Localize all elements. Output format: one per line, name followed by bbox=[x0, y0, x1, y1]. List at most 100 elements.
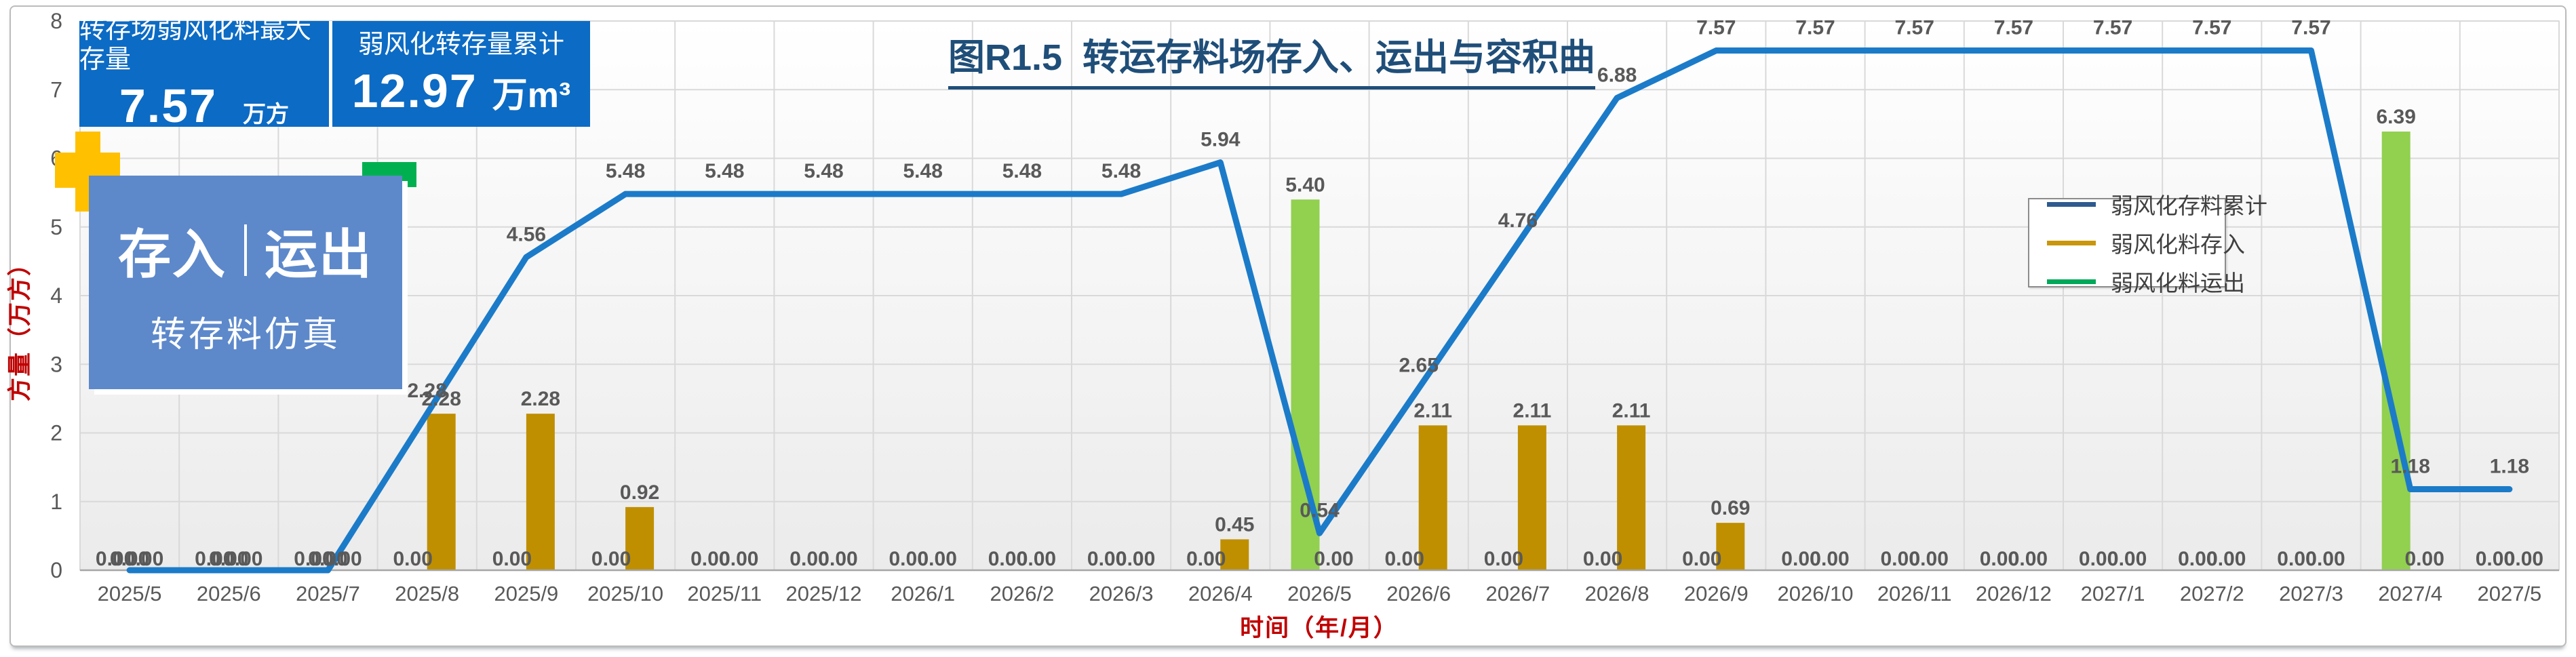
deposit-value-label: 2.28 bbox=[422, 388, 461, 410]
x-tick-label: 2027/4 bbox=[2378, 582, 2442, 605]
cumulative-value-label: 2.65 bbox=[1399, 355, 1439, 377]
cumulative-value-label: 2.28 bbox=[408, 380, 447, 402]
x-tick-label: 2027/1 bbox=[2081, 582, 2145, 605]
shipout-bar bbox=[2381, 132, 2411, 570]
x-tick-label: 2026/1 bbox=[891, 582, 955, 605]
x-tick-label: 2026/6 bbox=[1386, 582, 1451, 605]
y-tick-label: 0 bbox=[50, 558, 62, 582]
x-tick-label: 2025/8 bbox=[395, 582, 459, 605]
chart-title: 图R1.5 转运存料场存入、运出与容积曲 bbox=[933, 27, 1611, 89]
x-tick-label: 2026/11 bbox=[1877, 582, 1952, 605]
shipout-value-label: 0.00 bbox=[393, 548, 433, 570]
shipout-value-label: 0.00 bbox=[2476, 548, 2515, 570]
legend-item-cumulative[interactable]: 弱风化存料累计 bbox=[2047, 188, 2267, 220]
cumulative-value-label: 1.18 bbox=[2490, 456, 2529, 478]
deposit-bar bbox=[1220, 539, 1249, 570]
legend-item-deposit[interactable]: 弱风化料存入 bbox=[2047, 226, 2245, 259]
stat-unit: 万方 bbox=[243, 102, 290, 127]
deposit-value-label: 0.00 bbox=[1017, 548, 1056, 570]
deposit-bar bbox=[526, 414, 555, 570]
cumulative-value-label: 5.48 bbox=[804, 160, 843, 182]
deposit-bar bbox=[1517, 425, 1546, 570]
shipout-value-label: 0.00 bbox=[2079, 548, 2118, 570]
stat-unit: 万m³ bbox=[492, 76, 571, 115]
overlay-label-in: 存入 bbox=[117, 224, 227, 284]
cumulative-value-label: 7.57 bbox=[2291, 17, 2330, 39]
x-tick-label: 2025/6 bbox=[197, 582, 261, 605]
y-tick-label: 2 bbox=[50, 421, 62, 445]
cumulative-value-label: 7.57 bbox=[1795, 17, 1835, 39]
legend-item-shipout[interactable]: 弱风化料运出 bbox=[2047, 265, 2245, 298]
x-tick-label: 2025/10 bbox=[587, 582, 663, 605]
stat-box-cumulative-transfer: 弱风化转存量累计 12.97 万m³ bbox=[332, 21, 590, 127]
cumulative-value-label: 0.00 bbox=[308, 548, 347, 570]
overlay-label-divider bbox=[244, 224, 247, 276]
cumulative-value-label: 7.57 bbox=[2093, 17, 2132, 39]
x-tick-label: 2025/7 bbox=[296, 582, 360, 605]
shipout-value-label: 0.00 bbox=[591, 548, 631, 570]
shipout-value-label: 0.00 bbox=[294, 548, 333, 570]
x-tick-label: 2027/2 bbox=[2180, 582, 2244, 605]
deposit-value-label: 0.00 bbox=[1909, 548, 1949, 570]
shipout-value-label: 0.00 bbox=[492, 548, 532, 570]
cumulative-value-label: 5.48 bbox=[903, 160, 943, 182]
y-tick-label: 8 bbox=[50, 9, 62, 33]
deposit-bar bbox=[1617, 425, 1646, 570]
stat-title: 转存场弱风化料最大存量 bbox=[79, 16, 312, 74]
cumulative-value-label: 7.57 bbox=[1696, 17, 1736, 39]
deposit-bar bbox=[427, 414, 456, 570]
cumulative-value-label: 7.57 bbox=[2192, 17, 2231, 39]
deposit-value-label: 0.00 bbox=[2305, 548, 2345, 570]
deposit-value-label: 0.45 bbox=[1215, 513, 1254, 536]
shipout-value-label: 0.00 bbox=[988, 548, 1028, 570]
cumulative-value-label: 4.76 bbox=[1498, 210, 1538, 232]
stat-title: 弱风化转存量累计 bbox=[357, 31, 564, 59]
cumulative-value-label: 5.48 bbox=[1002, 160, 1042, 182]
chart-legend: 弱风化存料累计 弱风化料存入 弱风化料运出 bbox=[2028, 193, 2267, 296]
shipout-value-label: 0.00 bbox=[96, 548, 135, 570]
shipout-value-label: 0.00 bbox=[1682, 548, 1721, 570]
cumulative-value-label: 7.57 bbox=[1895, 17, 1934, 39]
x-tick-label: 2026/5 bbox=[1287, 582, 1352, 605]
deposit-value-label: 2.28 bbox=[521, 388, 560, 410]
cumulative-value-label: 5.94 bbox=[1201, 129, 1241, 151]
deposit-value-label: 0.00 bbox=[2206, 548, 2246, 570]
legend-label: 弱风化存料累计 bbox=[2111, 193, 2267, 218]
legend-swatch-shipout bbox=[2047, 279, 2096, 284]
shipout-value-label: 5.40 bbox=[1285, 174, 1325, 196]
legend-label: 弱风化料存入 bbox=[2111, 232, 2245, 257]
x-axis-title: 时间（年/月） bbox=[1240, 615, 1399, 641]
shipout-value-label: 0.00 bbox=[789, 548, 829, 570]
legend-label: 弱风化料运出 bbox=[2111, 271, 2245, 296]
shipout-value-label: 0.00 bbox=[2178, 548, 2217, 570]
y-tick-label: 7 bbox=[50, 77, 62, 102]
deposit-value-label: 0.00 bbox=[2405, 548, 2444, 570]
cumulative-value-label: 0.00 bbox=[110, 548, 149, 570]
deposit-value-label: 0.00 bbox=[2504, 548, 2543, 570]
y-tick-label: 5 bbox=[50, 215, 62, 239]
deposit-bar bbox=[1716, 523, 1745, 570]
deposit-value-label: 0.00 bbox=[1116, 548, 1155, 570]
shipout-value-label: 0.00 bbox=[1980, 548, 2019, 570]
cumulative-value-label: 5.48 bbox=[1101, 160, 1141, 182]
cumulative-value-label: 7.57 bbox=[1994, 17, 2033, 39]
stat-box-group: 转存场弱风化料最大存量 7.57 万方 弱风化转存量累计 12.97 万m³ bbox=[79, 16, 590, 132]
deposit-bar bbox=[625, 506, 655, 570]
x-tick-label: 2026/10 bbox=[1777, 582, 1853, 605]
y-tick-label: 4 bbox=[50, 283, 62, 308]
shipout-value-label: 0.00 bbox=[889, 548, 929, 570]
deposit-value-label: 0.00 bbox=[1810, 548, 1849, 570]
cumulative-value-label: 0.54 bbox=[1300, 499, 1340, 521]
shipout-value-label: 0.00 bbox=[1385, 548, 1424, 570]
x-tick-label: 2027/3 bbox=[2279, 582, 2343, 605]
x-tick-label: 2025/9 bbox=[494, 582, 558, 605]
x-tick-label: 2026/7 bbox=[1485, 582, 1550, 605]
deposit-bar bbox=[1418, 425, 1447, 570]
deposit-value-label: 0.00 bbox=[719, 548, 758, 570]
deposit-value-label: 0.92 bbox=[620, 481, 659, 504]
x-tick-label: 2027/5 bbox=[2477, 582, 2541, 605]
deposit-value-label: 0.00 bbox=[918, 548, 957, 570]
shipout-value-label: 0.00 bbox=[195, 548, 234, 570]
stat-box-max-storage: 转存场弱风化料最大存量 7.57 万方 bbox=[79, 16, 329, 132]
